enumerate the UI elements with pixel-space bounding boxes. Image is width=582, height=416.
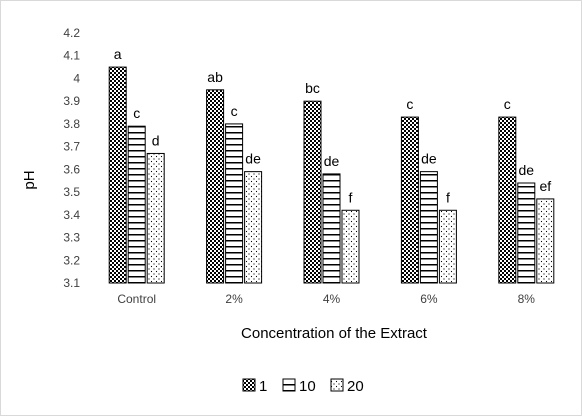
bar-series-10 xyxy=(322,173,341,284)
x-tick-label: 2% xyxy=(225,292,243,306)
y-tick-label: 3.2 xyxy=(63,253,80,267)
legend: 1 10 20 xyxy=(242,378,364,395)
y-tick-label: 4.1 xyxy=(63,49,80,63)
legend-swatch-20 xyxy=(330,378,344,392)
bar-series-1 xyxy=(498,116,517,284)
legend-label: 10 xyxy=(299,378,316,395)
x-axis-title: Concentration of the Extract xyxy=(241,325,428,342)
legend-swatch-10 xyxy=(282,378,296,392)
y-tick-label: 3.9 xyxy=(63,94,80,108)
bar-data-label: c xyxy=(231,103,238,119)
legend-label: 1 xyxy=(259,378,267,395)
y-tick-label: 3.5 xyxy=(63,185,80,199)
bar-series-1 xyxy=(108,66,127,284)
bar-data-label: f xyxy=(349,189,353,205)
y-tick-label: 3.8 xyxy=(63,117,80,131)
bar-data-label: c xyxy=(406,96,413,112)
y-tick-label: 4 xyxy=(73,71,80,85)
bar-data-label: c xyxy=(504,96,511,112)
bar-series-20 xyxy=(341,209,360,284)
bar-data-label: d xyxy=(152,132,160,148)
bar-data-label: de xyxy=(519,162,535,178)
bar-series-10 xyxy=(225,123,244,284)
x-tick-label: 4% xyxy=(323,292,341,306)
legend-swatch-1 xyxy=(242,378,256,392)
bar-data-label: bc xyxy=(305,80,320,96)
bar-data-label: ef xyxy=(539,178,551,194)
x-tick-label: 8% xyxy=(518,292,536,306)
y-tick-label: 3.6 xyxy=(63,162,80,176)
y-tick-label: 3.3 xyxy=(63,231,80,245)
bar-series-1 xyxy=(206,89,225,284)
bar-series-20 xyxy=(438,209,457,284)
bar-series-20 xyxy=(244,171,263,284)
bar-data-label: a xyxy=(114,46,122,62)
bar-data-label: c xyxy=(133,105,140,121)
bar-data-label: de xyxy=(421,151,437,167)
bar-data-label: de xyxy=(245,151,261,167)
bar-series-10 xyxy=(419,171,438,284)
bar-series-10 xyxy=(517,182,536,284)
bar-series-1 xyxy=(400,116,419,284)
y-axis-title: pH xyxy=(21,170,38,189)
y-tick-label: 4.2 xyxy=(63,26,80,40)
y-tick-label: 3.7 xyxy=(63,140,80,154)
x-tick-label: 6% xyxy=(420,292,438,306)
bar-series-10 xyxy=(127,125,146,284)
bar-data-label: f xyxy=(446,189,450,205)
bar-series-1 xyxy=(303,100,322,284)
bar-series-20 xyxy=(536,198,555,284)
bar-data-label: ab xyxy=(207,69,223,85)
x-tick-label: Control xyxy=(117,292,156,306)
bar-data-label: de xyxy=(324,153,340,169)
bar-series-20 xyxy=(146,152,165,284)
y-tick-label: 3.1 xyxy=(63,276,80,290)
legend-label: 20 xyxy=(347,378,364,395)
y-tick-label: 3.4 xyxy=(63,208,80,222)
